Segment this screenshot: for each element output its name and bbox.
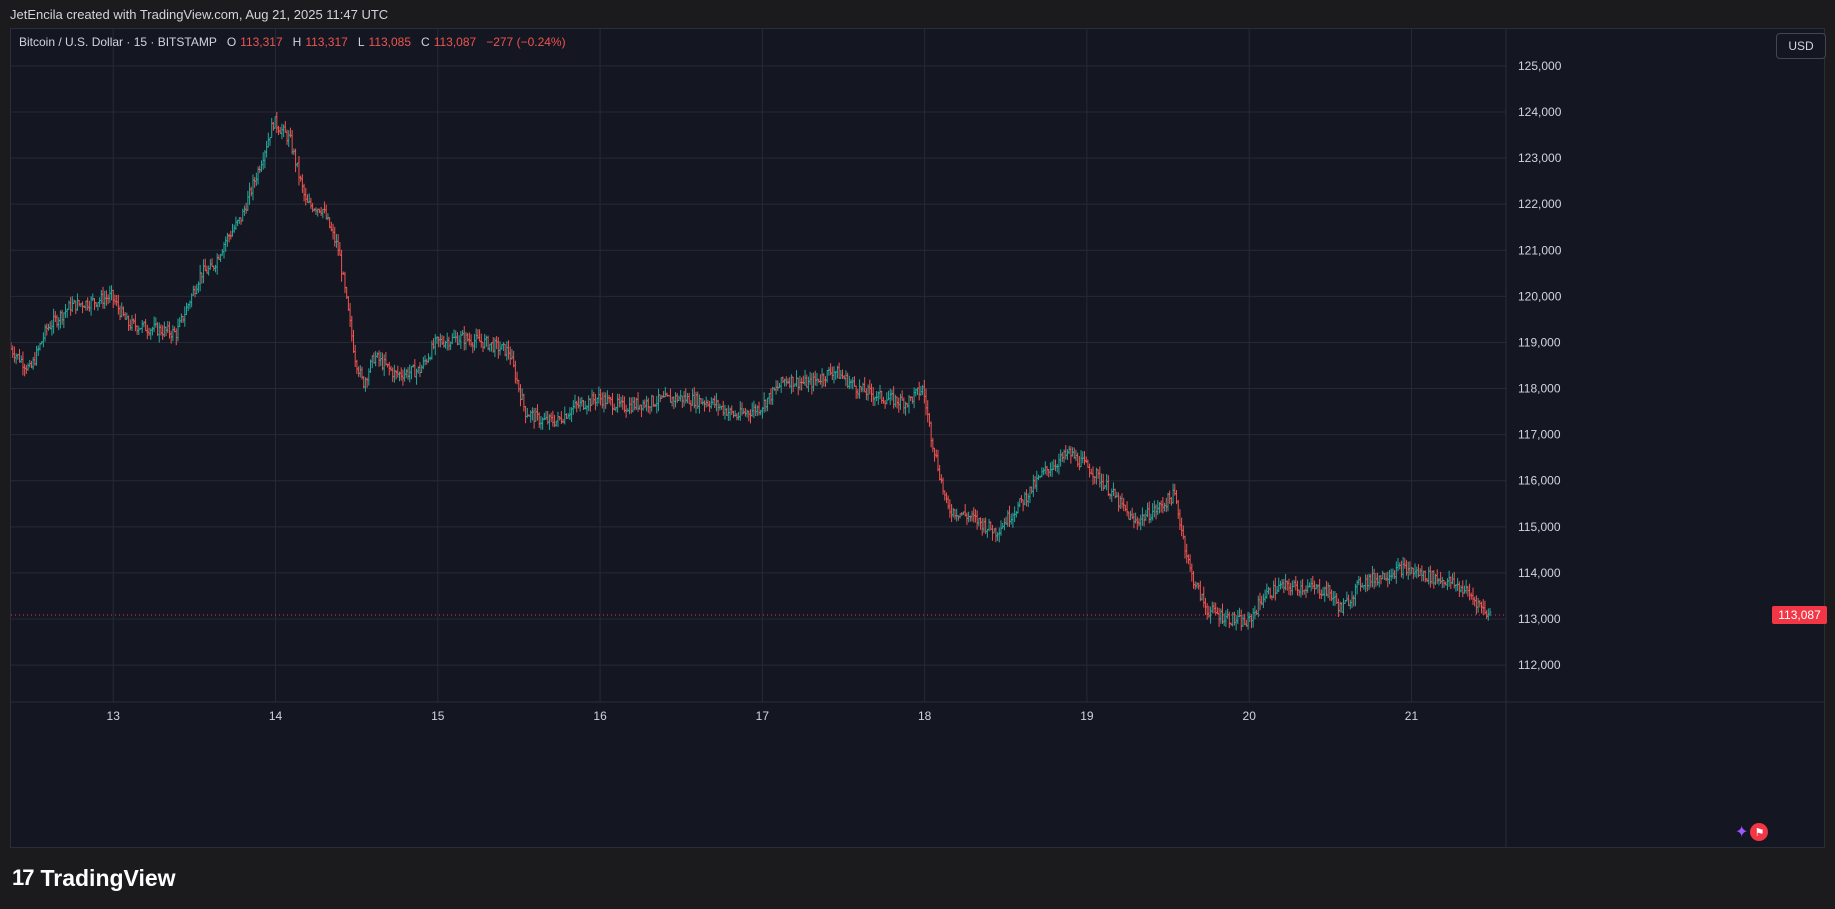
close-value: 113,087 [433,35,477,49]
symbol-title[interactable]: Bitcoin / U.S. Dollar · 15 · BITSTAMP [19,35,217,49]
y-tick-label: 114,000 [1518,566,1561,580]
y-tick-label: 116,000 [1518,474,1561,488]
y-tick-label: 119,000 [1518,335,1561,349]
sparkle-icon[interactable]: ✦ [1735,824,1749,841]
x-tick-label: 17 [756,709,770,723]
top-bar: JetEncila created with TradingView.com, … [0,0,1835,28]
close-label: C [421,35,430,49]
logo-brand-text: TradingView [40,864,176,891]
y-tick-label: 112,000 [1518,658,1561,672]
change-value: −277 (−0.24%) [486,35,566,49]
high-value: 113,317 [305,35,348,49]
last-price-label: 113,087 [1772,606,1827,625]
y-tick-label: 117,000 [1518,428,1561,442]
x-tick-label: 18 [918,709,932,723]
flag-icon[interactable]: ⚑ [1750,823,1769,841]
y-tick-label: 124,000 [1518,105,1562,119]
low-value: 113,085 [368,35,412,49]
x-tick-label: 13 [107,709,121,723]
y-tick-label: 121,000 [1518,243,1562,257]
price-chart[interactable]: 112,000 113,000 114,000 115,000 116,000 117,0… [11,29,1824,847]
credit-text: JetEncila created with TradingView.com, … [10,6,389,22]
x-tick-label: 21 [1405,709,1419,723]
y-tick-label: 125,000 [1518,59,1562,73]
currency-button[interactable]: USD [1776,33,1826,59]
open-label: O [226,35,237,49]
x-tick-label: 14 [269,709,283,723]
x-tick-label: 19 [1080,709,1094,723]
y-tick-label: 120,000 [1518,289,1562,303]
y-tick-label: 118,000 [1518,382,1561,396]
x-tick-label: 20 [1243,709,1257,723]
y-tick-label: 123,000 [1518,151,1562,165]
indicator-badges[interactable]: ✦ ⚑ [1735,821,1771,843]
low-label: L [357,35,365,49]
y-tick-label: 122,000 [1518,197,1562,211]
chart-panel[interactable]: 112,000 113,000 114,000 115,000 116,000 117,0… [10,28,1827,848]
tradingview-logo[interactable]: 17 TradingView [12,862,176,894]
y-tick-label: 115,000 [1518,520,1561,534]
logo-mark-icon: 17 [12,865,35,890]
y-tick-label: 113,000 [1518,612,1561,626]
plot-background [11,29,1824,847]
open-value: 113,317 [240,35,283,49]
x-tick-label: 15 [431,709,445,723]
x-tick-label: 16 [593,709,607,723]
high-label: H [292,35,302,49]
